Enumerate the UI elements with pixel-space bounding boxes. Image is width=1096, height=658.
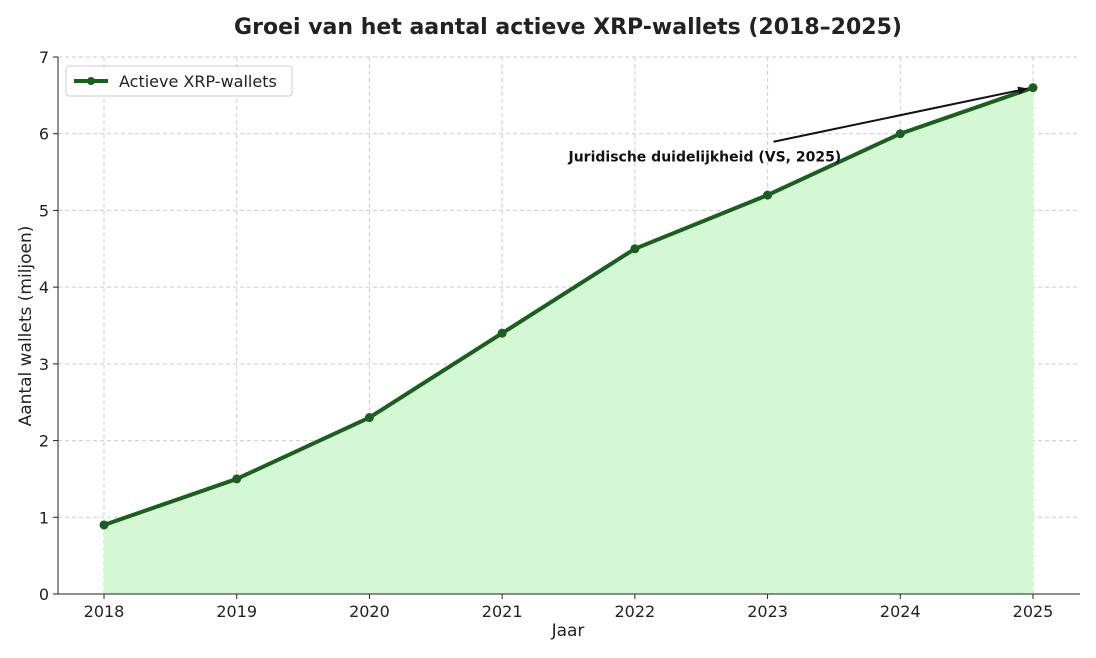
data-point-2023 bbox=[763, 190, 773, 200]
data-point-2022 bbox=[630, 244, 640, 254]
x-ticks: 2018 2019 2020 2021 2022 2023 2024 2025 bbox=[84, 594, 1054, 621]
legend-marker bbox=[87, 77, 95, 85]
y-tick-label-0: 0 bbox=[39, 585, 49, 604]
data-point-2020 bbox=[364, 413, 374, 423]
x-tick-label-2023: 2023 bbox=[747, 602, 788, 621]
y-tick-label-6: 6 bbox=[39, 125, 49, 144]
y-tick-label-4: 4 bbox=[39, 278, 49, 297]
data-point-2021 bbox=[497, 328, 507, 338]
y-tick-label-5: 5 bbox=[39, 201, 49, 220]
data-point-2024 bbox=[895, 129, 905, 139]
x-tick-label-2018: 2018 bbox=[84, 602, 125, 621]
x-axis-label: Jaar bbox=[551, 621, 585, 641]
x-tick-label-2025: 2025 bbox=[1013, 602, 1054, 621]
series-line bbox=[103, 85, 1034, 527]
x-tick-label-2020: 2020 bbox=[349, 602, 390, 621]
annotation: Juridische duidelijkheid (VS, 2025) bbox=[568, 86, 1028, 166]
chart-title: Groei van het aantal actieve XRP-wallets… bbox=[234, 15, 902, 40]
legend-box bbox=[65, 65, 293, 97]
x-tick-label-2019: 2019 bbox=[216, 602, 257, 621]
y-ticks: 0 1 2 3 4 5 6 7 bbox=[39, 48, 58, 604]
y-tick-label-7: 7 bbox=[39, 48, 49, 67]
data-point-2025 bbox=[1028, 83, 1038, 93]
annotation-text: Juridische duidelijkheid (VS, 2025) bbox=[568, 150, 842, 166]
legend-label: Actieve XRP-wallets bbox=[119, 72, 277, 91]
x-tick-label-2021: 2021 bbox=[482, 602, 523, 621]
y-axis-label: Aantal wallets (miljoen) bbox=[16, 226, 36, 427]
data-point-2018 bbox=[99, 520, 109, 530]
y-tick-label-3: 3 bbox=[39, 355, 49, 374]
data-point-2019 bbox=[232, 474, 242, 484]
y-tick-label-2: 2 bbox=[39, 432, 49, 451]
annotation-arrow bbox=[773, 86, 1028, 143]
x-tick-label-2024: 2024 bbox=[880, 602, 921, 621]
area-fill bbox=[104, 87, 1033, 594]
x-tick-label-2022: 2022 bbox=[614, 602, 655, 621]
y-tick-label-1: 1 bbox=[39, 508, 49, 527]
legend: Actieve XRP-wallets bbox=[65, 65, 293, 97]
data-points bbox=[99, 83, 1038, 530]
axes bbox=[57, 57, 1080, 595]
